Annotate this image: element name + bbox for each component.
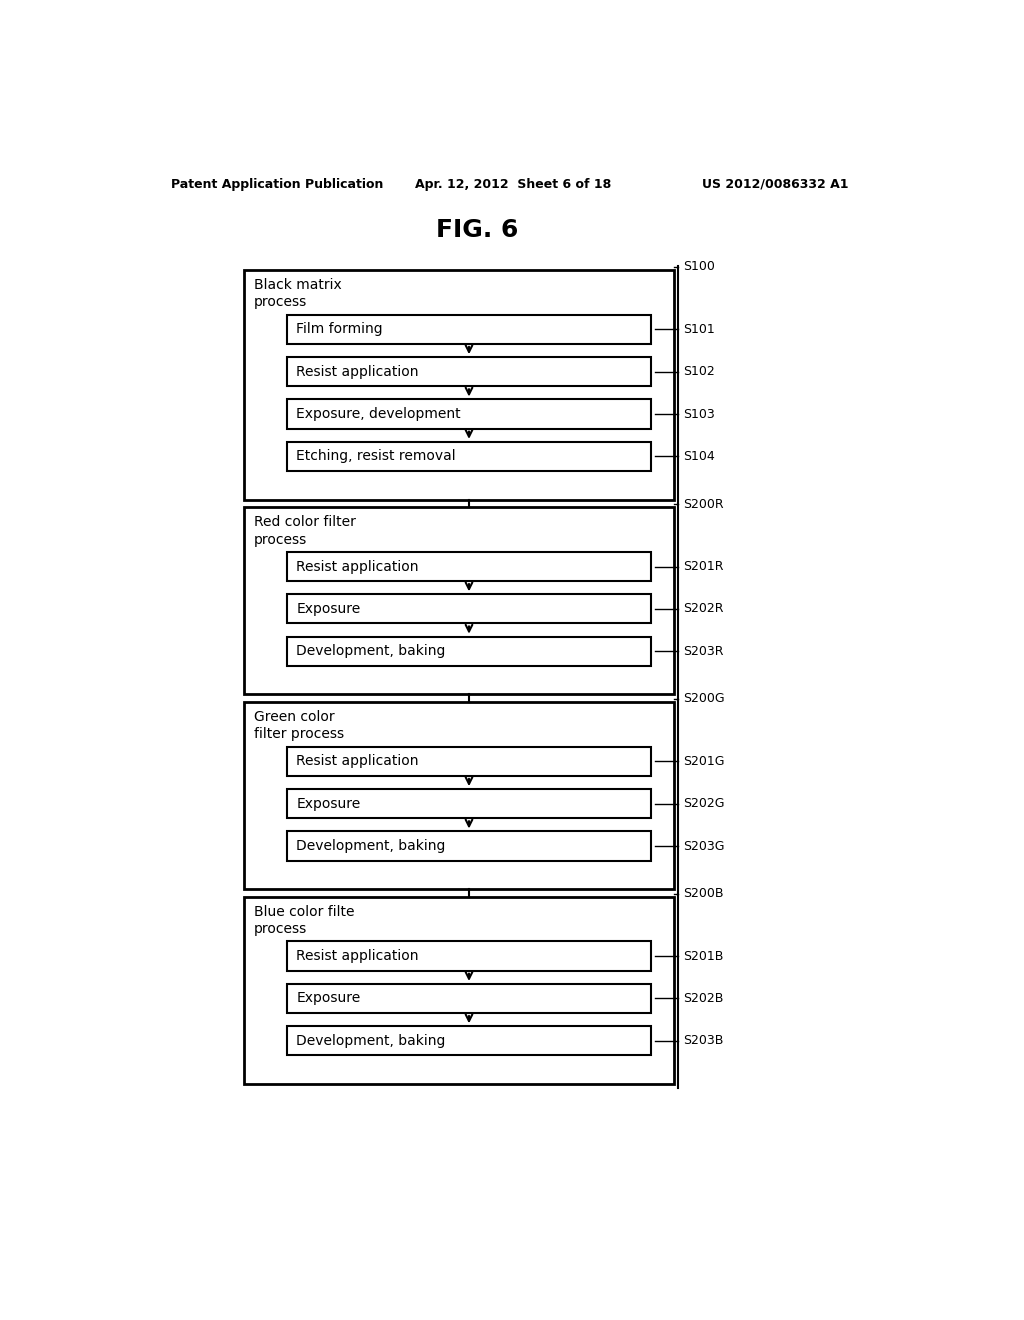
- Text: S200R: S200R: [683, 498, 724, 511]
- FancyBboxPatch shape: [287, 983, 651, 1014]
- Text: Development, baking: Development, baking: [296, 1034, 445, 1048]
- Text: filter process: filter process: [254, 727, 344, 742]
- FancyBboxPatch shape: [287, 400, 651, 429]
- FancyBboxPatch shape: [287, 552, 651, 581]
- Text: Exposure: Exposure: [296, 991, 360, 1006]
- Text: S104: S104: [683, 450, 715, 463]
- Text: Development, baking: Development, baking: [296, 644, 445, 659]
- Text: process: process: [254, 296, 307, 309]
- Text: Black matrix: Black matrix: [254, 277, 341, 292]
- Text: Apr. 12, 2012  Sheet 6 of 18: Apr. 12, 2012 Sheet 6 of 18: [415, 178, 611, 190]
- FancyBboxPatch shape: [287, 789, 651, 818]
- Text: S201B: S201B: [683, 949, 723, 962]
- Text: S202G: S202G: [683, 797, 724, 810]
- Text: S100: S100: [683, 260, 715, 273]
- Text: Resist application: Resist application: [296, 754, 419, 768]
- Text: Resist application: Resist application: [296, 949, 419, 964]
- Text: Patent Application Publication: Patent Application Publication: [171, 178, 383, 190]
- Text: Exposure, development: Exposure, development: [296, 407, 461, 421]
- Text: Red color filter: Red color filter: [254, 515, 355, 529]
- FancyBboxPatch shape: [245, 271, 675, 499]
- FancyBboxPatch shape: [287, 941, 651, 970]
- Text: S202B: S202B: [683, 991, 723, 1005]
- Text: S103: S103: [683, 408, 715, 421]
- Text: Development, baking: Development, baking: [296, 840, 445, 853]
- Text: Exposure: Exposure: [296, 797, 360, 810]
- Text: S202R: S202R: [683, 602, 723, 615]
- FancyBboxPatch shape: [287, 358, 651, 387]
- Text: S200G: S200G: [683, 693, 725, 705]
- FancyBboxPatch shape: [287, 594, 651, 623]
- FancyBboxPatch shape: [287, 314, 651, 345]
- Text: Blue color filte: Blue color filte: [254, 904, 354, 919]
- FancyBboxPatch shape: [287, 1026, 651, 1056]
- FancyBboxPatch shape: [287, 442, 651, 471]
- Text: FIG. 6: FIG. 6: [435, 219, 518, 243]
- Text: S201G: S201G: [683, 755, 724, 768]
- Text: process: process: [254, 923, 307, 936]
- Text: S200B: S200B: [683, 887, 723, 900]
- FancyBboxPatch shape: [245, 702, 675, 890]
- Text: S101: S101: [683, 323, 715, 335]
- FancyBboxPatch shape: [287, 636, 651, 665]
- Text: Resist application: Resist application: [296, 364, 419, 379]
- Text: S203R: S203R: [683, 644, 723, 657]
- Text: Etching, resist removal: Etching, resist removal: [296, 449, 456, 463]
- Text: S102: S102: [683, 366, 715, 379]
- Text: S203B: S203B: [683, 1035, 723, 1047]
- FancyBboxPatch shape: [287, 747, 651, 776]
- Text: S201R: S201R: [683, 560, 723, 573]
- Text: Film forming: Film forming: [296, 322, 383, 337]
- Text: Exposure: Exposure: [296, 602, 360, 616]
- Text: Resist application: Resist application: [296, 560, 419, 573]
- FancyBboxPatch shape: [245, 507, 675, 694]
- Text: US 2012/0086332 A1: US 2012/0086332 A1: [701, 178, 848, 190]
- FancyBboxPatch shape: [245, 896, 675, 1084]
- FancyBboxPatch shape: [287, 832, 651, 861]
- Text: process: process: [254, 533, 307, 546]
- Text: S203G: S203G: [683, 840, 724, 853]
- Text: Green color: Green color: [254, 710, 334, 723]
